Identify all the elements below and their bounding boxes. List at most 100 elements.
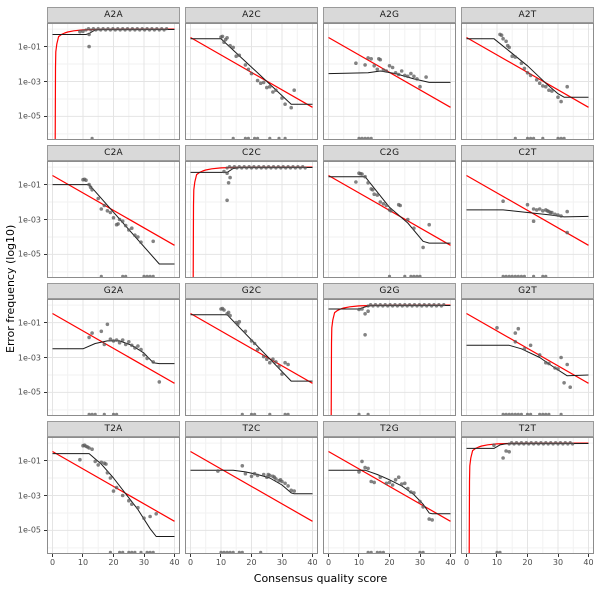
data-point [249,71,254,76]
panel-border [185,437,318,554]
x-tick-label: 0 [463,558,470,567]
data-point [87,335,91,340]
data-point [138,28,142,32]
data-point [261,80,266,85]
panel-border [47,161,180,278]
data-point [383,303,387,307]
data-point [412,226,416,230]
data-point [388,303,392,307]
data-point [369,479,373,484]
data-point [111,489,116,493]
facet-strip-a2g: A2G [323,7,456,23]
data-point [430,518,434,522]
facet-strip-label: G2A [103,286,124,296]
data-point [222,40,226,44]
data-point [96,27,100,31]
data-point [293,166,297,170]
x-tick-mark [358,554,360,557]
y-tick-mark [44,460,47,462]
data-point [434,304,439,308]
fitted-error-line [190,314,313,382]
data-point [235,166,239,170]
data-point [142,516,146,520]
data-point [268,473,272,478]
data-point [303,166,307,170]
facet-strip-label: T2C [242,424,261,434]
facet-strip-label: A2G [379,10,400,20]
data-point [281,165,285,169]
data-point [553,366,557,370]
data-point [386,304,390,308]
data-point [120,338,125,342]
data-point [142,353,146,357]
facet-strip-t2a: T2A [47,421,180,437]
y-tick-label: 1e-05 [17,525,41,535]
data-point [522,442,526,446]
data-point [116,27,120,31]
facet-panel-c2a [47,161,180,278]
data-point [117,217,122,222]
data-point [249,474,254,479]
data-point [534,208,539,212]
data-point [514,441,519,445]
facet-strip-g2a: G2A [47,283,180,299]
panel-border [323,437,456,554]
data-point [399,482,404,486]
data-point [123,342,128,347]
data-point [232,165,236,169]
data-point [378,57,383,62]
x-tick-mark [557,554,559,557]
data-point [240,166,244,170]
data-point [279,166,283,170]
data-point [422,303,426,307]
x-tick-mark [419,554,421,557]
data-point [133,346,137,350]
data-point [99,460,104,465]
data-point [492,443,496,447]
data-point [91,27,95,31]
data-point [127,228,131,232]
data-point [245,166,249,170]
y-tick-mark [44,495,47,496]
data-point [378,200,383,204]
y-tick-label: 1e-01 [17,318,41,328]
panel-border [323,299,456,416]
data-point [271,357,275,361]
y-axis-title: Error frequency (log10) [4,224,17,353]
data-point [237,53,242,58]
data-point [228,313,232,318]
data-point [108,28,112,32]
data-point [357,307,361,312]
data-point [113,28,117,32]
data-point [121,27,125,31]
data-point [222,308,226,312]
data-point [130,502,134,506]
facet-strip-label: C2A [104,148,123,158]
data-point [519,441,523,445]
data-point [432,303,436,307]
data-point [237,165,241,169]
data-point [130,343,134,348]
data-point [237,319,242,324]
x-tick-label: 10 [353,558,365,567]
data-point [375,67,380,72]
data-point [513,331,518,335]
expected-error-line [190,312,313,384]
data-point [139,240,143,244]
x-tick-label: 10 [491,558,503,567]
data-point [504,39,508,44]
data-point [387,480,392,485]
data-point [510,441,514,445]
data-point [108,210,113,215]
y-tick-label: 1e-05 [17,111,41,121]
data-point [226,310,231,315]
data-point [366,56,370,60]
data-point [507,45,511,50]
data-point [116,222,120,226]
data-point [412,303,417,307]
data-point [556,367,560,371]
data-point [403,73,407,78]
data-point [393,478,398,482]
data-point [261,354,266,359]
data-point [108,476,113,480]
